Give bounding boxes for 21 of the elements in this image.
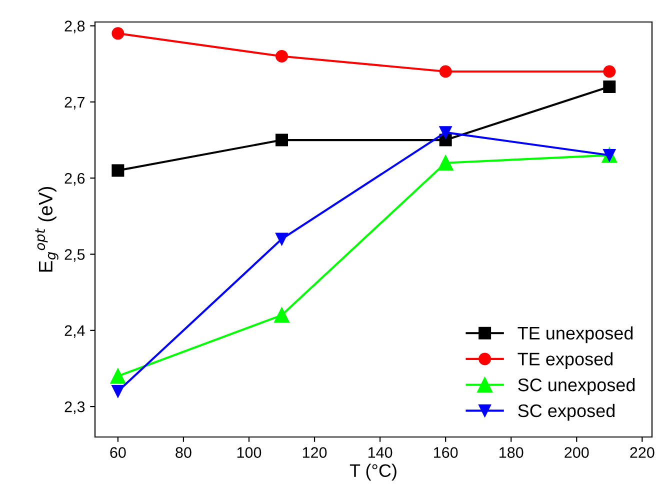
x-tick-label: 220 <box>630 447 654 458</box>
y-tick-label: 2,7 <box>64 96 85 110</box>
x-tick-label: 80 <box>176 447 192 458</box>
x-tick-label: 160 <box>434 447 458 458</box>
x-tick-label: 120 <box>302 447 327 458</box>
x-tick-label: 140 <box>368 447 392 458</box>
legend-label: TE exposed <box>518 352 612 370</box>
legend-label: SC unexposed <box>518 378 635 395</box>
x-tick-label: 180 <box>500 447 524 458</box>
y-axis-title: E$_{g}$$^{opt}$ (eV) <box>35 186 58 272</box>
y-tick-label: 2,6 <box>64 172 85 186</box>
y-tick-label: 2,4 <box>64 325 85 338</box>
y-tick-label: 2,8 <box>64 20 85 34</box>
x-axis-title: T (°C) <box>350 464 396 481</box>
x-tick-label: 100 <box>237 447 262 458</box>
y-tick-label: 2,3 <box>64 401 85 414</box>
x-tick-label: 60 <box>110 447 126 458</box>
legend-label: TE unexposed <box>518 326 633 344</box>
y-tick-label: 2,5 <box>64 249 85 262</box>
legend-label: SC exposed <box>518 404 615 421</box>
x-tick-label: 200 <box>564 447 589 458</box>
